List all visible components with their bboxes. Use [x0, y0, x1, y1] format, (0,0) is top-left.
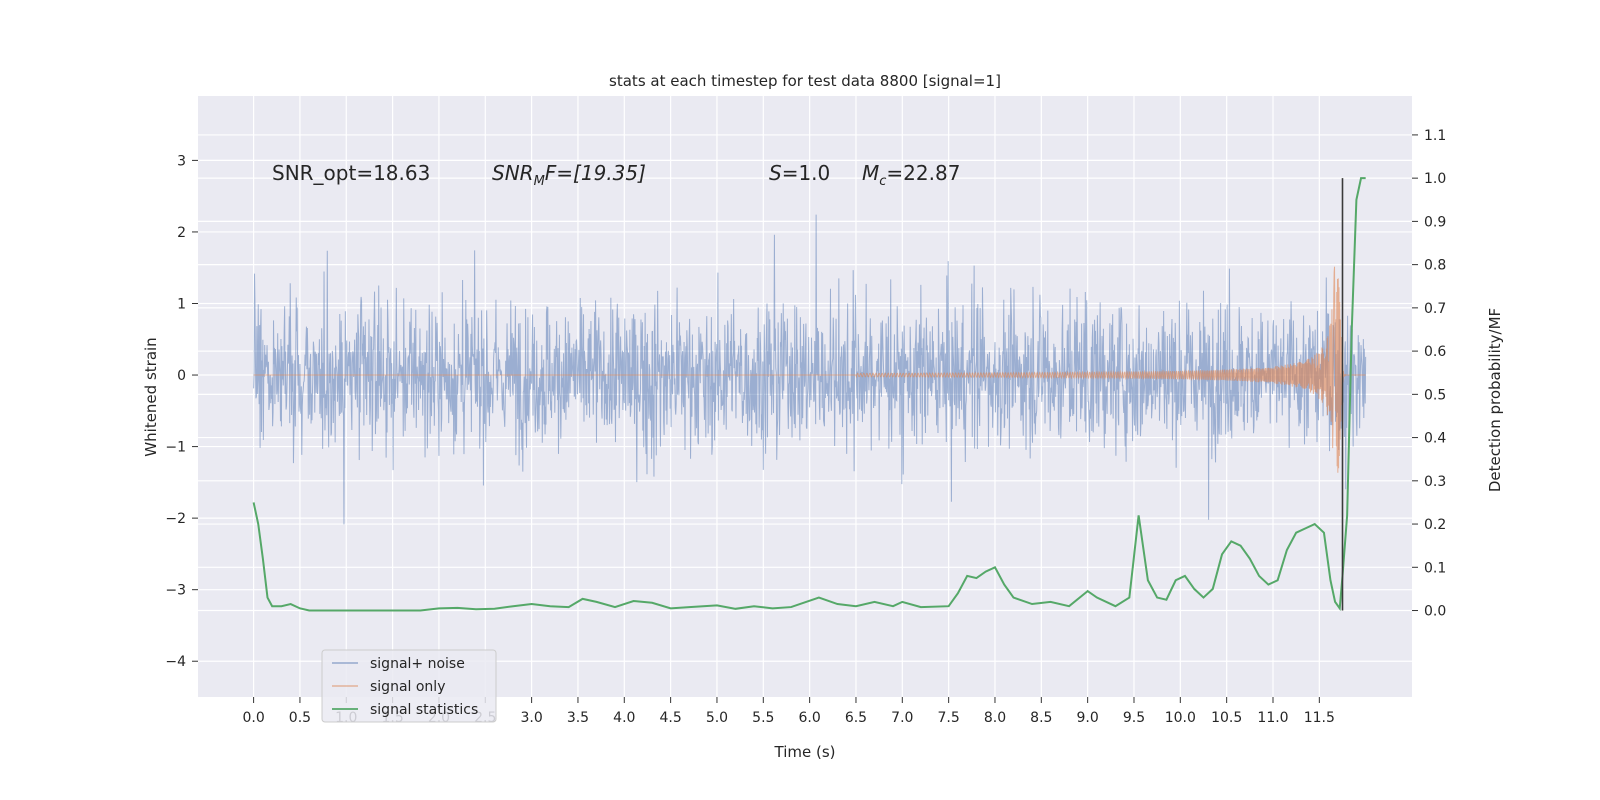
y-right-tick-label: 0.4 [1424, 431, 1446, 447]
x-tick-label: 7.0 [891, 710, 913, 726]
x-tick-label: 9.5 [1123, 710, 1145, 726]
y-right-tick-label: 0.9 [1424, 214, 1446, 230]
signal-noise-series [253, 214, 1367, 525]
x-tick-label: 11.5 [1304, 710, 1335, 726]
annotation-s-rest: =1.0 [782, 161, 831, 185]
y-right-tick-label: 1.1 [1424, 128, 1446, 144]
x-axis-label: Time (s) [774, 743, 836, 761]
annotation-snr-mf: SNRMF=[19.35] [492, 161, 646, 189]
x-tick-label: 10.5 [1211, 710, 1242, 726]
x-tick-label: 6.0 [799, 710, 821, 726]
x-tick-label: 6.5 [845, 710, 867, 726]
legend-box [321, 649, 497, 723]
x-tick-label: 10.0 [1165, 710, 1196, 726]
y-left-tick-label: −3 [165, 583, 186, 599]
x-tick-label: 11.0 [1257, 710, 1288, 726]
annotation-snr-mf-rest: F=[19.35] [545, 161, 646, 185]
signal-only-line [253, 266, 1366, 473]
annotation-snr-mf-base: SNR [492, 161, 534, 185]
y-left-tick-label: −4 [165, 654, 186, 670]
annotation-mc: Mc=22.87 [862, 161, 960, 189]
signal-noise-line [253, 214, 1367, 525]
x-tick-label: 8.5 [1030, 710, 1052, 726]
x-tick-label: 0.5 [289, 710, 311, 726]
annotation-mc-base: M [862, 161, 879, 185]
annotation-mc-rest: =22.87 [886, 161, 960, 185]
annotation-mc-sub: c [879, 174, 886, 189]
legend-label-signal-only: signal only [370, 679, 445, 695]
x-tick-label: 4.0 [613, 710, 635, 726]
annotation-s-base: S [769, 161, 782, 185]
y-axis-left-ticks: 3 2 1 0 −1 −2 −3 −4 [165, 153, 198, 670]
x-tick-label: 3.0 [520, 710, 542, 726]
chart-title: stats at each timestep for test data 880… [609, 72, 1001, 90]
signal-statistics-series [252, 177, 1366, 612]
y-right-tick-label: 0.1 [1424, 560, 1446, 576]
y-right-tick-label: 0.0 [1424, 604, 1446, 620]
y-left-tick-label: −1 [165, 440, 186, 456]
legend: signal+ noise signal only signal statist… [321, 649, 497, 723]
signal-only-series [253, 266, 1366, 473]
y-left-tick-label: 0 [177, 368, 186, 384]
x-tick-label: 3.5 [567, 710, 589, 726]
x-tick-label: 4.5 [659, 710, 681, 726]
y-left-tick-label: 1 [177, 296, 186, 312]
x-tick-label: 0.0 [242, 710, 264, 726]
y-right-tick-label: 0.6 [1424, 344, 1446, 360]
x-tick-label: 9.0 [1077, 710, 1099, 726]
y-right-tick-label: 0.5 [1424, 387, 1446, 403]
annotation-s: S=1.0 [769, 161, 830, 185]
y-axis-right-ticks: 1.1 1.0 0.9 0.8 0.7 0.6 0.5 0.4 0.3 0.2 0.1 0.0 [1412, 128, 1446, 620]
x-tick-label: 5.0 [706, 710, 728, 726]
legend-label-signal-noise: signal+ noise [370, 656, 465, 672]
y-right-tick-label: 1.0 [1424, 171, 1446, 187]
y-axis-left-label: Whitened strain [142, 337, 160, 456]
y-right-tick-label: 0.3 [1424, 474, 1446, 490]
plot-background [198, 96, 1412, 697]
y-left-tick-label: −2 [165, 511, 186, 527]
y-axis-right-label: Detection probability/MF [1486, 308, 1504, 492]
y-left-tick-label: 3 [177, 153, 186, 169]
signal-statistics-line [252, 177, 1366, 612]
annotation-snr-opt: SNR_opt=18.63 [272, 161, 430, 185]
legend-label-signal-statistics: signal statistics [370, 702, 478, 718]
y-right-tick-label: 0.7 [1424, 301, 1446, 317]
annotation-snr-mf-sub: M [534, 174, 545, 189]
y-left-tick-label: 2 [177, 225, 186, 241]
x-tick-label: 8.0 [984, 710, 1006, 726]
y-right-tick-label: 0.2 [1424, 517, 1446, 533]
x-tick-label: 5.5 [752, 710, 774, 726]
x-tick-label: 7.5 [938, 710, 960, 726]
y-right-tick-label: 0.8 [1424, 258, 1446, 274]
